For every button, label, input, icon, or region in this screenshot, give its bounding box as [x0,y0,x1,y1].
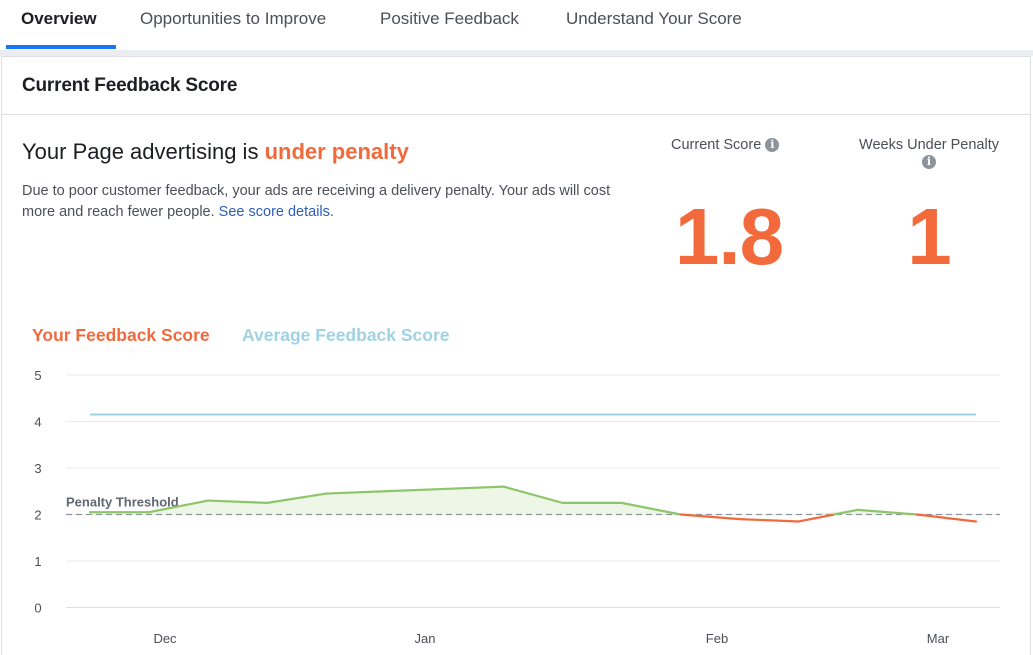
penalty-threshold-label: Penalty Threshold [66,495,179,510]
current-score-value: 1.8 [674,192,784,281]
penalty-status: Your Page advertising is under penalty [22,139,409,165]
info-icon[interactable]: i [922,155,936,169]
card-header: Current Feedback Score [2,57,1030,115]
status-word: under penalty [264,139,409,164]
x-tick-label: Feb [706,631,728,646]
above-threshold-area [90,486,976,515]
score-line-segment [915,513,978,523]
y-tick-label: 1 [34,554,41,569]
tab-opportunities-to-improve[interactable]: Opportunities to Improve [140,9,327,28]
score-details-link[interactable]: See score details. [218,204,334,220]
feedback-score-card: Current Feedback Score Your Page adverti… [1,56,1031,655]
x-tick-label: Jan [415,631,436,646]
legend-average-feedback-score[interactable]: Average Feedback Score [242,325,450,345]
y-tick-label: 4 [34,415,41,430]
score-line-segment [502,485,564,504]
weeks-under-penalty-label: Weeks Under Penalty [859,137,999,153]
y-tick-label: 3 [34,461,41,476]
y-tick-label: 2 [34,508,41,523]
status-prefix: Your Page advertising is [22,139,265,164]
weeks-under-penalty-value: 1 [907,192,952,281]
info-icon[interactable]: i [765,138,780,152]
legend-your-feedback-score[interactable]: Your Feedback Score [32,325,210,345]
score-line-segment [207,499,269,504]
active-tab-indicator [6,45,116,49]
score-line-segment [620,501,682,516]
description-text: Due to poor customer feedback, your ads … [22,183,611,220]
card-title: Current Feedback Score [22,75,238,96]
score-line-segment [856,508,919,516]
score-line-segment [833,508,859,516]
current-score-label-group: Current Score i [671,137,780,153]
y-tick-label: 5 [34,368,41,383]
x-tick-label: Dec [153,631,177,646]
score-line-segment [147,499,210,514]
weeks-under-penalty-label-group: Weeks Under Penalty i [854,137,1004,170]
score-line-segment [443,485,505,491]
x-tick-label: Mar [927,631,950,646]
score-line-segment [738,518,800,523]
tab-separator [0,50,1033,56]
score-line-segment [266,492,328,504]
score-line-segment [679,513,741,521]
tab-bar: Overview Opportunities to Improve Positi… [0,0,1033,50]
penalty-description: Due to poor customer feedback, your ads … [22,181,622,223]
tab-overview[interactable]: Overview [21,9,97,28]
current-score-label: Current Score [671,137,762,153]
score-line-segment [797,513,836,523]
y-tick-label: 0 [34,601,41,616]
score-line-segment [325,490,387,495]
score-line-segment [384,487,446,493]
tab-understand-your-score[interactable]: Understand Your Score [566,9,742,28]
tab-positive-feedback[interactable]: Positive Feedback [380,9,519,28]
